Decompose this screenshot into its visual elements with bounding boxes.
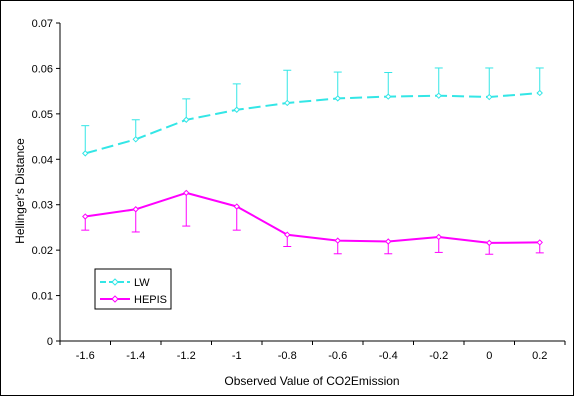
data-point-hepis — [385, 238, 392, 245]
data-point-hepis — [233, 203, 240, 210]
y-tick-label: 0.02 — [32, 245, 53, 257]
data-point-hepis — [82, 213, 89, 220]
x-tick-label: -1.4 — [126, 350, 145, 362]
legend-marker-lw — [111, 278, 119, 286]
y-tick-label: 0.07 — [32, 18, 53, 30]
data-point-lw — [536, 89, 543, 97]
x-tick-label: 0 — [486, 350, 492, 362]
x-tick-label: -0.8 — [278, 350, 297, 362]
x-axis-title: Observed Value of CO2Emission — [224, 374, 399, 388]
y-tick-label: 0.06 — [32, 63, 53, 75]
legend-label-lw: LW — [134, 277, 150, 289]
data-point-lw — [486, 93, 493, 101]
y-axis-title: Hellinger's Distance — [13, 138, 27, 244]
y-tick-label: 0.03 — [32, 200, 53, 212]
data-point-lw — [284, 99, 291, 107]
y-tick-labels: 0 0.01 0.02 0.03 0.04 0.05 0.06 0.07 — [32, 18, 53, 348]
data-point-lw — [233, 106, 240, 113]
data-point-hepis — [536, 239, 543, 246]
data-point-lw — [183, 116, 190, 123]
data-point-lw — [334, 95, 341, 102]
x-tick-label: -0.6 — [328, 350, 347, 362]
y-tick-label: 0.01 — [32, 291, 53, 303]
data-point-hepis — [435, 233, 442, 241]
x-tick-label: 0.2 — [532, 350, 547, 362]
x-tick-label: -0.4 — [379, 350, 398, 362]
series-hepis — [81, 189, 544, 255]
data-point-hepis — [132, 206, 139, 213]
series-line-lw — [85, 92, 540, 155]
series-layer — [81, 67, 544, 255]
y-tick-label: 0.05 — [32, 109, 53, 121]
x-tick-label: -0.2 — [429, 350, 448, 362]
x-tick-label: -1.6 — [76, 350, 95, 362]
data-point-hepis — [183, 189, 190, 197]
legend-marker-hepis — [111, 295, 119, 303]
legend: LW HEPIS — [94, 268, 172, 310]
y-tick-label: 0.04 — [32, 154, 53, 166]
x-tick-label: -1 — [232, 350, 242, 362]
data-point-lw — [82, 150, 89, 157]
data-point-lw — [132, 136, 139, 143]
data-point-hepis — [284, 231, 291, 238]
axes — [56, 22, 566, 345]
x-tick-labels: -1.6 -1.4 -1.2 -1 -0.8 -0.6 -0.4 -0.2 0 0.2 — [76, 350, 548, 362]
data-point-lw — [385, 93, 392, 100]
series-line-hepis — [85, 191, 540, 244]
x-tick-label: -1.2 — [177, 350, 196, 362]
legend-box — [94, 268, 172, 310]
data-point-lw — [435, 92, 442, 99]
y-tick-label: 0 — [47, 336, 53, 348]
legend-label-hepis: HEPIS — [134, 294, 167, 306]
series-lw — [81, 67, 544, 157]
data-point-hepis — [334, 237, 341, 244]
data-point-hepis — [486, 239, 493, 247]
